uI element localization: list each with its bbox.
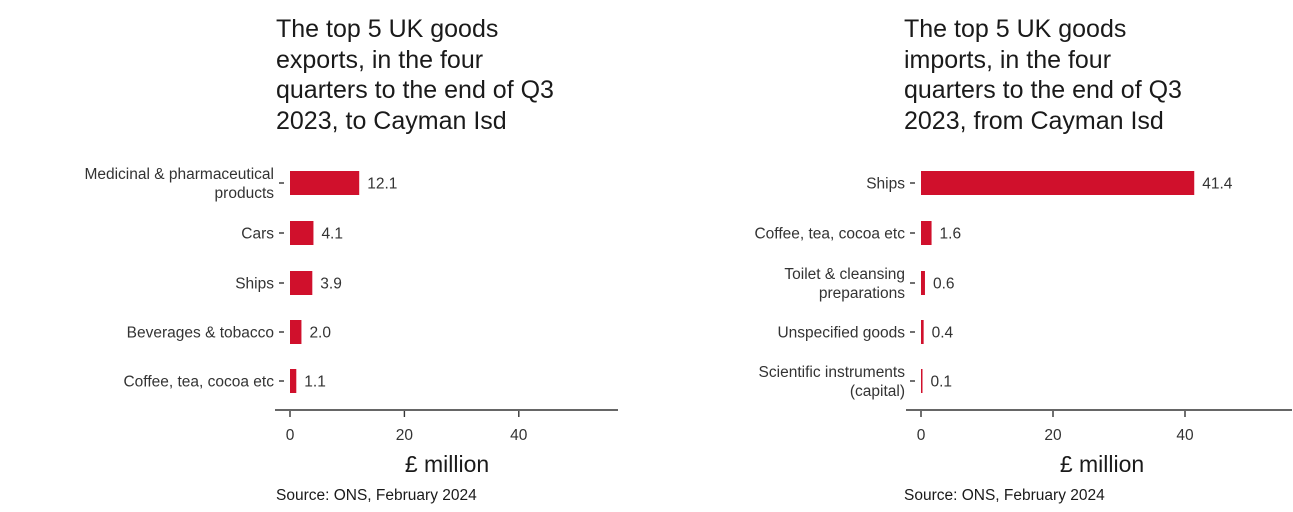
- exports-bar: [290, 369, 297, 393]
- imports-category-label: Ships: [866, 176, 905, 193]
- exports-category-label: Cars: [241, 226, 274, 243]
- exports-value-label: 3.9: [320, 276, 342, 293]
- exports-bar: [290, 320, 302, 344]
- exports-chart-panel: The top 5 UK goods exports, in the four …: [0, 0, 640, 512]
- imports-chart-panel: The top 5 UK goods imports, in the four …: [632, 0, 1292, 512]
- imports-x-tick-label: 0: [917, 427, 926, 444]
- imports-bar: [921, 271, 925, 295]
- imports-value-label: 41.4: [1202, 176, 1233, 193]
- exports-bar: [290, 171, 360, 195]
- imports-source-note: Source: ONS, February 2024: [904, 487, 1105, 504]
- exports-category-label: Coffee, tea, cocoa etc: [123, 374, 274, 391]
- imports-value-label: 0.4: [932, 325, 954, 342]
- imports-chart-title: The top 5 UK goods imports, in the four …: [904, 15, 1182, 135]
- exports-chart-svg: Medicinal & pharmaceutical products 12.1 Ca…: [84, 166, 618, 477]
- imports-bar: [921, 320, 924, 344]
- imports-category-label: Toilet & cleansing preparations: [784, 266, 905, 302]
- exports-x-tick-label: 0: [286, 427, 295, 444]
- exports-bar: [290, 271, 313, 295]
- exports-value-label: 2.0: [309, 325, 331, 342]
- imports-bar: [921, 171, 1195, 195]
- exports-x-tick-label: 40: [510, 427, 528, 444]
- exports-chart-title: The top 5 UK goods exports, in the four …: [276, 15, 554, 135]
- exports-category-label: Medicinal & pharmaceutical products: [84, 166, 274, 202]
- imports-x-tick-label: 20: [1044, 427, 1062, 444]
- imports-x-tick-label: 40: [1176, 427, 1194, 444]
- imports-value-label: 0.6: [933, 276, 955, 293]
- exports-value-label: 12.1: [367, 176, 397, 193]
- imports-category-label: Scientific instruments (capital): [759, 364, 906, 400]
- exports-value-label: 4.1: [321, 226, 343, 243]
- imports-category-label: Coffee, tea, cocoa etc: [754, 226, 905, 243]
- imports-bar: [921, 221, 932, 245]
- exports-x-axis-title: £ million: [405, 451, 489, 477]
- imports-chart-svg: Ships 41.4 Coffee, tea, cocoa etc 1.6 Toilet…: [754, 171, 1292, 477]
- exports-source-note: Source: ONS, February 2024: [276, 487, 477, 504]
- exports-category-label: Ships: [235, 276, 274, 293]
- exports-x-tick-label: 20: [396, 427, 414, 444]
- imports-category-label: Unspecified goods: [777, 325, 905, 342]
- imports-x-axis-title: £ million: [1060, 451, 1144, 477]
- imports-value-label: 1.6: [940, 226, 962, 243]
- exports-value-label: 1.1: [304, 374, 326, 391]
- imports-value-label: 0.1: [931, 374, 953, 391]
- imports-bar: [921, 369, 923, 393]
- exports-category-label: Beverages & tobacco: [127, 325, 274, 342]
- exports-bar: [290, 221, 314, 245]
